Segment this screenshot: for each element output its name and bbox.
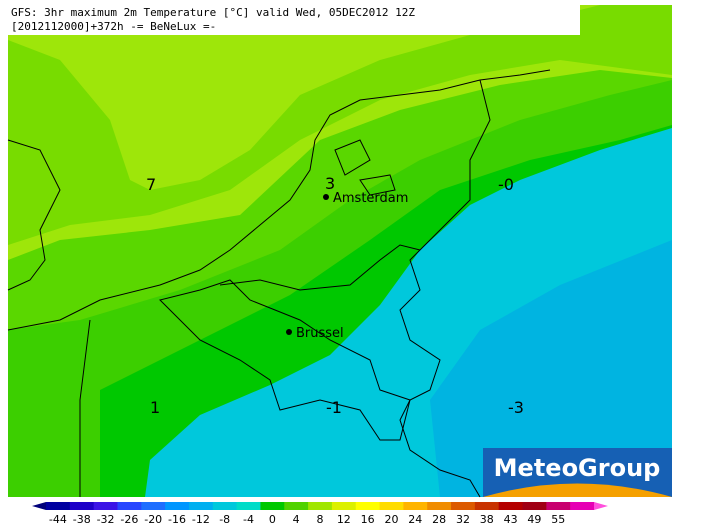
colorbar-swatch: [46, 502, 71, 510]
colorbar-swatch: [522, 502, 547, 510]
colorbar-tick: 12: [337, 513, 351, 525]
colorbar-swatch: [331, 502, 357, 510]
coast-nl: [7, 69, 551, 331]
logo: MeteoGroup: [483, 448, 672, 497]
border-be: [159, 279, 411, 441]
colorbar-swatch: [260, 502, 285, 510]
border-de: [399, 79, 491, 498]
colorbar-tick: 28: [432, 513, 446, 525]
colorbar-tick: 43: [504, 513, 518, 525]
colorbar-tick: 55: [551, 513, 565, 525]
coast-uk: [7, 139, 61, 291]
colorbar-tick: 0: [269, 513, 276, 525]
colorbar-tick: 8: [317, 513, 324, 525]
colorbar-swatch: [69, 502, 95, 510]
colorbar-tick: -20: [144, 513, 162, 525]
field-minus3: [430, 240, 672, 497]
logo-arc: [483, 483, 672, 497]
colorbar-tick: -8: [219, 513, 230, 525]
borders: [7, 69, 551, 498]
colorbar-swatch: [284, 502, 309, 510]
colorbar-tick: 4: [293, 513, 300, 525]
colorbar-end: [32, 502, 46, 510]
colorbar-tick: 32: [456, 513, 470, 525]
colorbar-swatch: [403, 502, 428, 510]
colorbar-swatch: [427, 502, 452, 510]
colorbar-swatch: [451, 502, 476, 510]
colorbar-tick: 49: [527, 513, 541, 525]
colorbar-tick: -26: [120, 513, 138, 525]
colorbar-tick: 16: [361, 513, 375, 525]
colorbar-tick: 20: [384, 513, 398, 525]
colorbar-tick: -16: [168, 513, 186, 525]
contour-label: 7: [146, 175, 156, 194]
colorbar-end: [594, 502, 608, 510]
contour-label: 3: [325, 174, 335, 193]
colorbar-tick: 24: [408, 513, 422, 525]
logo-text: MeteoGroup: [494, 454, 661, 482]
header-title: GFS: 3hr maximum 2m Temperature [°C] val…: [11, 6, 415, 19]
colorbar-tick: -44: [49, 513, 67, 525]
colorbar-swatch: [188, 502, 214, 510]
city-label: Brussel: [296, 326, 344, 341]
colorbar-tick: -4: [243, 513, 254, 525]
colorbar-swatch: [546, 502, 571, 510]
field-band: [8, 5, 672, 245]
coast-fr: [79, 319, 91, 497]
colorbar-swatch: [236, 502, 261, 510]
colorbar-swatch: [117, 502, 142, 510]
header-box: [8, 5, 580, 35]
colorbar-tick: -38: [73, 513, 91, 525]
colorbar-tick: -12: [192, 513, 210, 525]
colorbar: -44 -38 -32 -26 -20 -16 -12 -8 -4 0 4 8 12 16 20 24 28 32…: [32, 502, 608, 525]
colorbar-swatch: [141, 502, 166, 510]
colorbar-swatch: [570, 502, 595, 510]
city-dot: [286, 329, 292, 335]
border-nl-be: [219, 244, 421, 291]
lakes: [334, 139, 396, 196]
header-run: [2012112000]+372h -= BeNeLux =-: [11, 20, 216, 33]
colorbar-swatch: [355, 502, 381, 510]
colorbar-swatch: [212, 502, 238, 510]
colorbar-swatch: [379, 502, 404, 510]
colorbar-swatch: [498, 502, 524, 510]
colorbar-swatch: [165, 502, 190, 510]
colorbar-swatch: [308, 502, 333, 510]
colorbar-swatch: [474, 502, 500, 510]
contour-label: -0: [498, 175, 514, 194]
contour-label: 1: [150, 398, 160, 417]
colorbar-swatch: [93, 502, 118, 510]
temperature-field: [8, 5, 672, 497]
city-label: Amsterdam: [333, 191, 408, 206]
contour-label: -3: [508, 398, 524, 417]
colorbar-tick: -32: [97, 513, 115, 525]
city-dot: [323, 194, 329, 200]
contour-label: -1: [326, 398, 342, 417]
colorbar-tick: 38: [480, 513, 494, 525]
